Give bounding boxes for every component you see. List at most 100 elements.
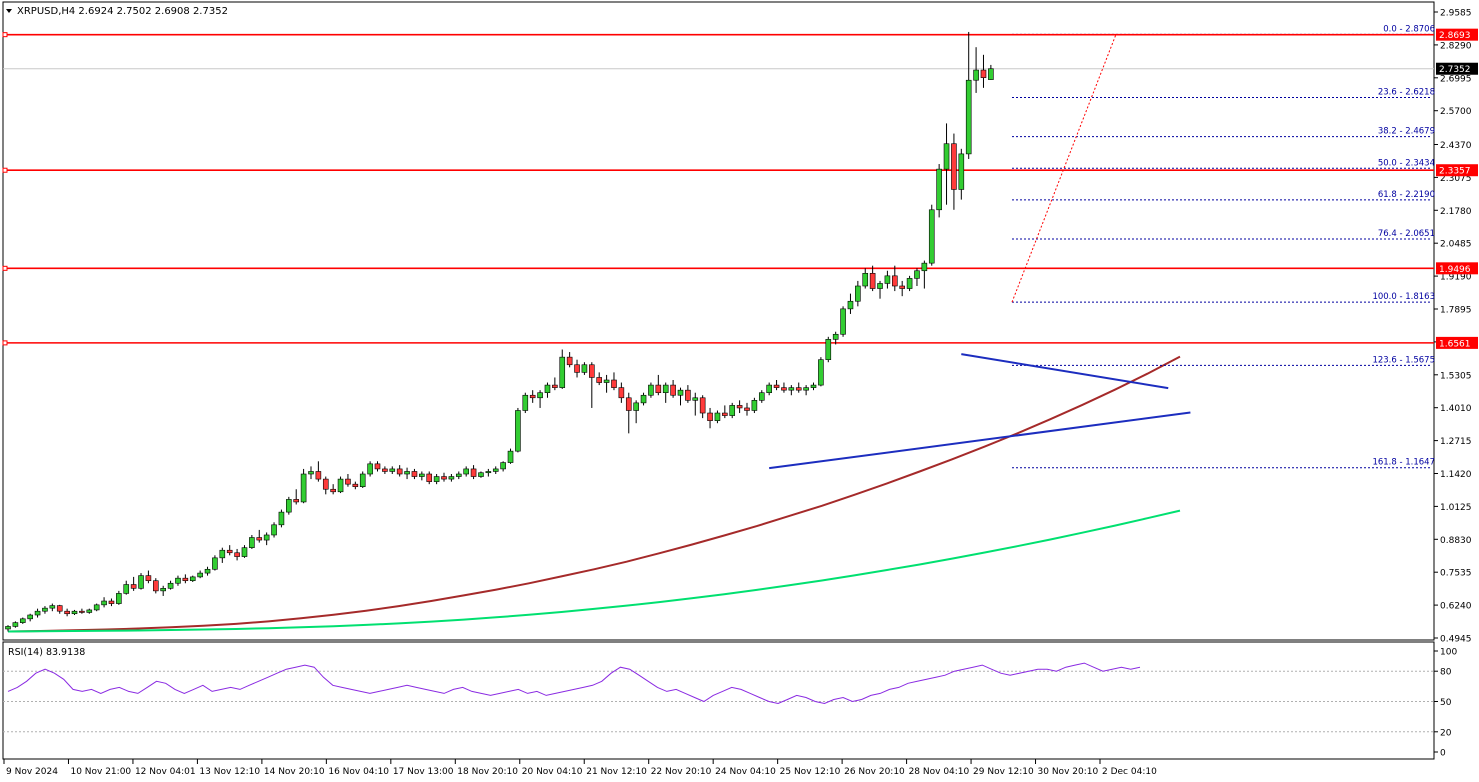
bullish-candle — [86, 608, 93, 614]
candle-body — [692, 397, 699, 401]
resistance-price-box — [1436, 262, 1478, 275]
time-tick-label: 13 Nov 12:10 — [199, 767, 260, 777]
rsi-indicator: 100 80 50 20 0 — [3, 648, 1457, 759]
bearish-candle — [589, 362, 595, 408]
bullish-candle — [71, 609, 78, 616]
candle-body — [411, 471, 418, 477]
candle-body — [278, 511, 285, 526]
rsi-line — [7, 662, 1141, 705]
rsi-tick-label: 80 — [1440, 668, 1452, 678]
candle-body — [722, 412, 728, 416]
candle-body — [367, 463, 373, 475]
candle-body — [382, 468, 388, 472]
fib-level-label: 161.8 - 1.1647 — [1372, 458, 1435, 468]
bullish-candle — [492, 466, 499, 475]
bullish-candle — [855, 280, 861, 307]
bullish-candle — [249, 534, 255, 549]
bullish-candle — [463, 466, 469, 477]
bearish-candle — [707, 407, 713, 429]
candle-body — [596, 377, 603, 383]
bearish-candle — [153, 578, 159, 594]
candle-body — [419, 473, 425, 477]
price-tick-label: 2.1780 — [1440, 207, 1472, 217]
candle-body — [758, 392, 765, 401]
time-tick-label: 28 Nov 04:10 — [909, 767, 970, 777]
bearish-candle — [234, 548, 240, 561]
bullish-candle — [5, 625, 11, 632]
candle-body — [389, 468, 396, 472]
candle-body — [470, 468, 477, 477]
bullish-candle — [160, 585, 166, 596]
candle-body — [226, 549, 233, 554]
time-tick-label: 20 Nov 04:10 — [522, 767, 583, 777]
moving-average-line — [7, 355, 1181, 633]
candle-body — [337, 478, 344, 493]
bullish-candle — [965, 31, 972, 159]
bullish-candle — [603, 374, 610, 393]
candle-body — [559, 356, 566, 388]
bullish-candle — [308, 466, 314, 480]
time-tick-label: 24 Nov 04:10 — [715, 767, 776, 777]
fib-level-label: 61.8 - 2.2190 — [1378, 190, 1435, 200]
bearish-candle — [396, 465, 403, 477]
bullish-candle — [263, 532, 270, 546]
candle-body — [921, 262, 928, 272]
bullish-candle — [877, 280, 883, 299]
bullish-candle — [640, 392, 647, 406]
price-tick-label: 1.9190 — [1440, 273, 1472, 283]
candle-body — [677, 389, 684, 396]
triangle-pattern — [769, 353, 1191, 470]
price-tick-label: 1.7895 — [1440, 305, 1472, 315]
candle-body — [433, 476, 440, 482]
candle-body — [795, 387, 802, 391]
bearish-candle — [130, 576, 137, 591]
bullish-candle — [973, 47, 979, 93]
candle-body — [936, 168, 942, 211]
price-tick-label: 2.9585 — [1440, 9, 1472, 19]
bullish-candle — [729, 402, 736, 419]
resistance-anchor — [2, 167, 8, 173]
bearish-candle — [226, 545, 233, 556]
time-tick-label: 10 Nov 21:00 — [70, 767, 131, 777]
candle-body — [552, 384, 558, 388]
rsi-tick-label: 0 — [1440, 749, 1446, 759]
candle-body — [855, 285, 861, 302]
bearish-candle — [145, 570, 152, 584]
time-tick-label: 18 Nov 20:10 — [457, 767, 518, 777]
candle-body — [153, 580, 159, 592]
candle-body — [670, 384, 676, 396]
bullish-candle — [49, 603, 56, 612]
price-tick-label: 2.0485 — [1440, 240, 1472, 250]
symbol-menu-arrow-icon[interactable] — [6, 9, 12, 13]
bearish-candle — [345, 474, 351, 487]
bullish-candle — [906, 275, 913, 292]
candle-body — [773, 384, 780, 388]
candle-body — [485, 471, 492, 474]
candle-body — [300, 473, 307, 503]
bullish-candle — [803, 385, 809, 396]
price-tick-label: 1.5305 — [1440, 371, 1472, 381]
candle-body — [589, 364, 595, 378]
bullish-candle — [662, 382, 669, 403]
candle-body — [744, 407, 750, 411]
bullish-candle — [677, 387, 684, 406]
candle-body — [308, 471, 314, 475]
bearish-candle — [574, 359, 580, 378]
candle-body — [79, 610, 85, 613]
bearish-candle — [108, 598, 115, 607]
candle-body — [699, 397, 706, 414]
candle-body — [175, 577, 181, 584]
candle-body — [64, 610, 70, 615]
candle-body — [537, 392, 543, 399]
candle-body — [522, 394, 529, 411]
candle-body — [322, 478, 329, 490]
fib-level-label: 23.6 - 2.6218 — [1378, 88, 1435, 98]
bearish-candle — [869, 265, 876, 292]
fib-level-label: 38.2 - 2.4679 — [1378, 127, 1435, 137]
candle-body — [803, 387, 809, 391]
resistance-lines: 2.8693 2.3357 1.9496 1.6561 — [2, 28, 1478, 349]
candle-body — [123, 584, 130, 594]
candle-body — [707, 412, 713, 421]
bearish-candle — [744, 402, 750, 416]
candle-body — [566, 356, 573, 366]
